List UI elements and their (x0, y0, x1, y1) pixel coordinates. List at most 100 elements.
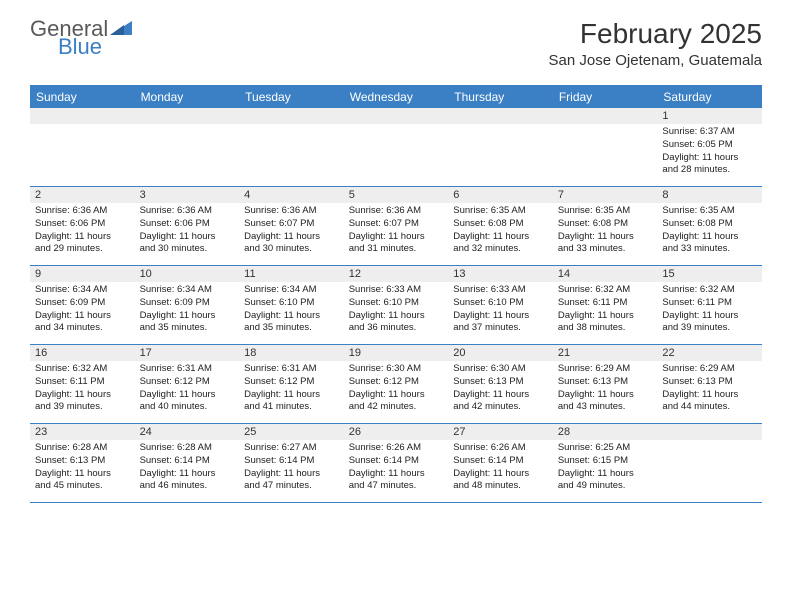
sunset-label: Sunset: 6:10 PM (453, 297, 548, 310)
day-number: 2 (30, 187, 135, 203)
day-number: 9 (30, 266, 135, 282)
daylight-label: and 33 minutes. (558, 243, 653, 256)
calendar-cell: 8Sunrise: 6:35 AMSunset: 6:08 PMDaylight… (657, 187, 762, 265)
empty-daynum (239, 108, 344, 124)
calendar-cell (344, 108, 449, 186)
sunrise-label: Sunrise: 6:37 AM (662, 126, 757, 139)
cell-body: Sunrise: 6:34 AMSunset: 6:09 PMDaylight:… (135, 282, 240, 339)
daylight-label: and 38 minutes. (558, 322, 653, 335)
daylight-label: Daylight: 11 hours (453, 310, 548, 323)
daylight-label: Daylight: 11 hours (662, 310, 757, 323)
day-number: 10 (135, 266, 240, 282)
daylight-label: and 33 minutes. (662, 243, 757, 256)
sunset-label: Sunset: 6:14 PM (349, 455, 444, 468)
sunrise-label: Sunrise: 6:35 AM (453, 205, 548, 218)
calendar-cell: 11Sunrise: 6:34 AMSunset: 6:10 PMDayligh… (239, 266, 344, 344)
day-number: 3 (135, 187, 240, 203)
cell-body: Sunrise: 6:30 AMSunset: 6:12 PMDaylight:… (344, 361, 449, 418)
day-number: 20 (448, 345, 553, 361)
calendar-cell: 7Sunrise: 6:35 AMSunset: 6:08 PMDaylight… (553, 187, 658, 265)
daylight-label: and 47 minutes. (244, 480, 339, 493)
cell-body: Sunrise: 6:32 AMSunset: 6:11 PMDaylight:… (553, 282, 658, 339)
daylight-label: Daylight: 11 hours (140, 389, 235, 402)
cell-body: Sunrise: 6:26 AMSunset: 6:14 PMDaylight:… (344, 440, 449, 497)
daylight-label: Daylight: 11 hours (349, 468, 444, 481)
cell-body: Sunrise: 6:34 AMSunset: 6:10 PMDaylight:… (239, 282, 344, 339)
sunrise-label: Sunrise: 6:29 AM (558, 363, 653, 376)
daylight-label: Daylight: 11 hours (662, 152, 757, 165)
calendar-cell: 13Sunrise: 6:33 AMSunset: 6:10 PMDayligh… (448, 266, 553, 344)
sunrise-label: Sunrise: 6:36 AM (140, 205, 235, 218)
calendar-cell: 6Sunrise: 6:35 AMSunset: 6:08 PMDaylight… (448, 187, 553, 265)
calendar-cell: 10Sunrise: 6:34 AMSunset: 6:09 PMDayligh… (135, 266, 240, 344)
page-header: General Blue February 2025 San Jose Ojet… (0, 0, 792, 77)
sunset-label: Sunset: 6:06 PM (140, 218, 235, 231)
calendar-cell: 17Sunrise: 6:31 AMSunset: 6:12 PMDayligh… (135, 345, 240, 423)
sunrise-label: Sunrise: 6:29 AM (662, 363, 757, 376)
calendar-cell (553, 108, 658, 186)
calendar-week: 23Sunrise: 6:28 AMSunset: 6:13 PMDayligh… (30, 424, 762, 503)
daylight-label: Daylight: 11 hours (453, 468, 548, 481)
cell-body: Sunrise: 6:33 AMSunset: 6:10 PMDaylight:… (344, 282, 449, 339)
empty-daynum (553, 108, 658, 124)
day-number: 25 (239, 424, 344, 440)
daylight-label: Daylight: 11 hours (453, 389, 548, 402)
day-number: 28 (553, 424, 658, 440)
calendar-week: 2Sunrise: 6:36 AMSunset: 6:06 PMDaylight… (30, 187, 762, 266)
title-block: February 2025 San Jose Ojetenam, Guatema… (549, 18, 762, 69)
day-number: 13 (448, 266, 553, 282)
day-header: Tuesday (239, 86, 344, 108)
sunset-label: Sunset: 6:10 PM (244, 297, 339, 310)
day-number: 16 (30, 345, 135, 361)
sunrise-label: Sunrise: 6:30 AM (349, 363, 444, 376)
day-header: Friday (553, 86, 658, 108)
daylight-label: Daylight: 11 hours (140, 231, 235, 244)
day-number: 26 (344, 424, 449, 440)
daylight-label: and 28 minutes. (662, 164, 757, 177)
sunrise-label: Sunrise: 6:32 AM (662, 284, 757, 297)
day-header: Monday (135, 86, 240, 108)
sunrise-label: Sunrise: 6:32 AM (35, 363, 130, 376)
daylight-label: and 40 minutes. (140, 401, 235, 414)
daylight-label: Daylight: 11 hours (140, 468, 235, 481)
calendar-cell (30, 108, 135, 186)
sunset-label: Sunset: 6:08 PM (453, 218, 548, 231)
daylight-label: and 35 minutes. (140, 322, 235, 335)
empty-daynum (657, 424, 762, 440)
daylight-label: Daylight: 11 hours (244, 468, 339, 481)
sunset-label: Sunset: 6:09 PM (140, 297, 235, 310)
daylight-label: Daylight: 11 hours (558, 310, 653, 323)
daylight-label: and 29 minutes. (35, 243, 130, 256)
calendar-cell (239, 108, 344, 186)
month-title: February 2025 (549, 18, 762, 50)
day-number: 19 (344, 345, 449, 361)
day-number: 7 (553, 187, 658, 203)
sunrise-label: Sunrise: 6:34 AM (35, 284, 130, 297)
day-number: 4 (239, 187, 344, 203)
daylight-label: Daylight: 11 hours (558, 468, 653, 481)
sunrise-label: Sunrise: 6:35 AM (662, 205, 757, 218)
cell-body: Sunrise: 6:29 AMSunset: 6:13 PMDaylight:… (553, 361, 658, 418)
sunset-label: Sunset: 6:07 PM (244, 218, 339, 231)
day-header: Sunday (30, 86, 135, 108)
daylight-label: Daylight: 11 hours (35, 468, 130, 481)
calendar-cell: 18Sunrise: 6:31 AMSunset: 6:12 PMDayligh… (239, 345, 344, 423)
logo: General Blue (30, 18, 132, 58)
daylight-label: and 41 minutes. (244, 401, 339, 414)
cell-body: Sunrise: 6:36 AMSunset: 6:07 PMDaylight:… (239, 203, 344, 260)
sunrise-label: Sunrise: 6:28 AM (35, 442, 130, 455)
day-header: Wednesday (344, 86, 449, 108)
calendar-cell: 28Sunrise: 6:25 AMSunset: 6:15 PMDayligh… (553, 424, 658, 502)
cell-body: Sunrise: 6:35 AMSunset: 6:08 PMDaylight:… (448, 203, 553, 260)
daylight-label: Daylight: 11 hours (244, 231, 339, 244)
cell-body: Sunrise: 6:29 AMSunset: 6:13 PMDaylight:… (657, 361, 762, 418)
calendar-cell: 19Sunrise: 6:30 AMSunset: 6:12 PMDayligh… (344, 345, 449, 423)
daylight-label: Daylight: 11 hours (35, 231, 130, 244)
cell-body: Sunrise: 6:28 AMSunset: 6:14 PMDaylight:… (135, 440, 240, 497)
sunset-label: Sunset: 6:12 PM (244, 376, 339, 389)
sunrise-label: Sunrise: 6:26 AM (453, 442, 548, 455)
daylight-label: Daylight: 11 hours (662, 389, 757, 402)
daylight-label: Daylight: 11 hours (349, 389, 444, 402)
daylight-label: and 31 minutes. (349, 243, 444, 256)
sunset-label: Sunset: 6:12 PM (349, 376, 444, 389)
